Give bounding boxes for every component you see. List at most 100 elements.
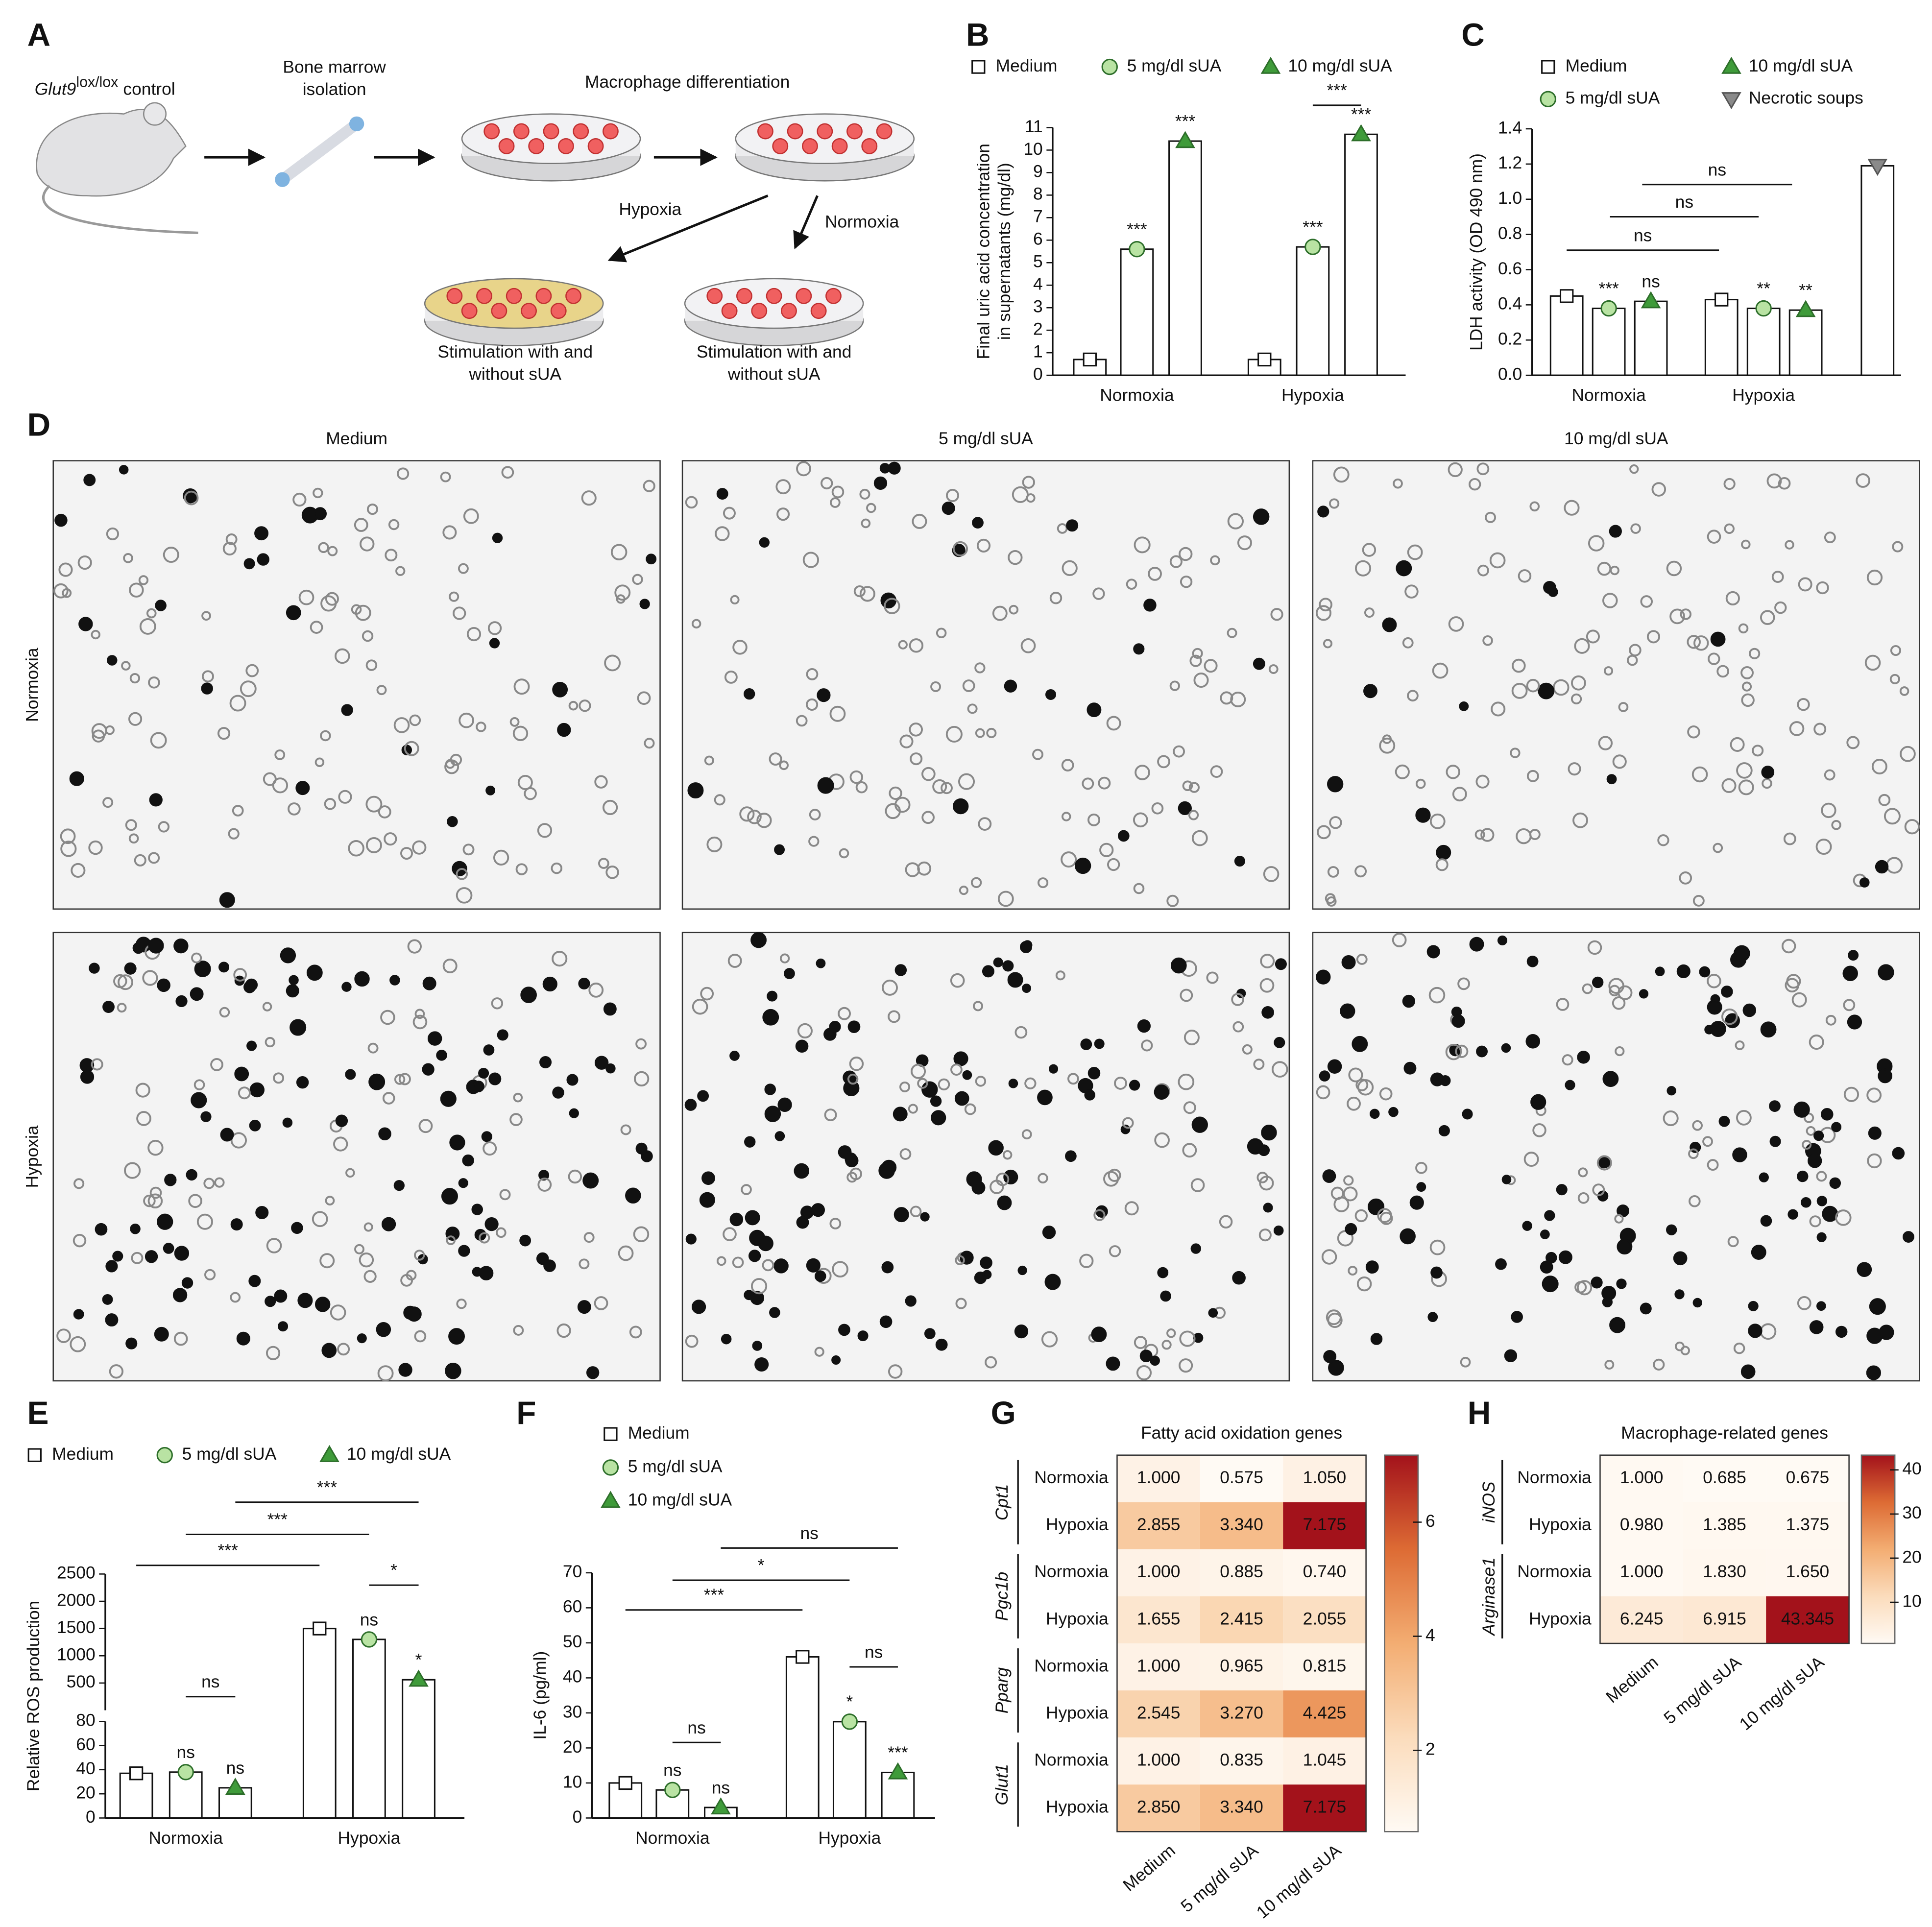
cell [1098, 776, 1111, 790]
cell [1713, 843, 1723, 853]
cell [1319, 598, 1332, 612]
cell [754, 1357, 769, 1372]
cell [1835, 1209, 1852, 1226]
micrograph [1312, 932, 1920, 1382]
cell [288, 802, 301, 816]
cell [1511, 682, 1528, 699]
significance-label: ns [1634, 226, 1652, 245]
cell [1448, 462, 1463, 477]
cell-icon [781, 303, 797, 319]
cell [254, 526, 269, 541]
cell [1789, 721, 1805, 736]
cell [325, 592, 339, 606]
cell [1327, 1059, 1342, 1074]
y-tick-label: 70 [563, 1562, 582, 1581]
cell [1878, 964, 1894, 981]
column-label: 5 mg/dl sUA [1660, 1653, 1745, 1728]
genotype-sup: lox/lox [76, 74, 118, 90]
cell [95, 1223, 108, 1236]
cell [360, 536, 375, 552]
cell [1103, 1171, 1119, 1187]
significance-label: ns [1675, 193, 1693, 212]
cell [750, 932, 767, 948]
cell [472, 1267, 482, 1277]
cell [967, 703, 978, 714]
cell [1640, 595, 1653, 608]
bar [1634, 300, 1668, 376]
cell [1791, 992, 1807, 1008]
cell [1692, 1120, 1703, 1131]
cell [975, 1076, 987, 1087]
cell [1045, 689, 1057, 700]
heatmap-cell [1283, 1455, 1366, 1502]
cell [77, 555, 92, 570]
cell [995, 1172, 1010, 1186]
row-label: Hypoxia [1046, 1515, 1109, 1534]
cell [1253, 657, 1265, 670]
cell [1396, 560, 1412, 577]
cell [697, 1090, 709, 1102]
legend-label: 5 mg/dl sUA [628, 1457, 723, 1476]
cell [1538, 682, 1555, 699]
cell-label: 2.415 [1220, 1609, 1263, 1628]
cell [1008, 1079, 1018, 1088]
y-tick-label: 0.0 [1498, 364, 1522, 384]
cell [1663, 1110, 1679, 1127]
cell [290, 1019, 307, 1036]
cell [175, 995, 188, 1008]
cell [456, 887, 473, 904]
cell [1355, 1078, 1369, 1091]
cell [1587, 940, 1602, 955]
legend-label: Medium [52, 1445, 114, 1464]
cell [618, 1245, 634, 1261]
cell [1227, 513, 1244, 530]
cell [129, 673, 141, 684]
legend-marker [156, 1447, 173, 1464]
legend-marker [1540, 91, 1556, 107]
cell [314, 507, 327, 521]
cell [249, 1119, 261, 1132]
cell-icon [766, 288, 782, 304]
cell [338, 790, 352, 804]
cell [920, 1212, 930, 1222]
cell [136, 1111, 151, 1126]
cell [905, 862, 920, 877]
cell [1829, 1177, 1841, 1189]
cell [1328, 1359, 1344, 1376]
cell [1733, 945, 1750, 962]
cell [1469, 937, 1484, 952]
diagram-label: Macrophage differentiation [585, 72, 790, 92]
cell [1049, 592, 1063, 604]
cell [1080, 1038, 1092, 1050]
cell [846, 1172, 858, 1183]
diagram-label: without sUA [468, 364, 561, 384]
cell [1586, 629, 1600, 644]
cell [449, 1134, 465, 1151]
y-tick-label: 50 [563, 1632, 582, 1651]
cell [1065, 1150, 1077, 1162]
legend-label: 10 mg/dl sUA [347, 1445, 451, 1464]
cell [752, 1341, 763, 1351]
cell [60, 841, 77, 857]
cell [594, 1056, 609, 1070]
cell [1451, 1014, 1465, 1028]
cell [930, 1095, 942, 1107]
cell [1675, 1341, 1685, 1351]
cell [1816, 1171, 1827, 1182]
cell [1354, 1209, 1368, 1223]
bar [1788, 309, 1823, 376]
cell-label: 4.425 [1303, 1703, 1347, 1722]
cell [1126, 578, 1137, 590]
cell [1317, 506, 1329, 518]
cell [1738, 623, 1749, 634]
cell [135, 1083, 150, 1098]
cell [148, 852, 160, 864]
cell [893, 1107, 908, 1122]
cell [1404, 584, 1419, 599]
y-tick-label: 30 [563, 1702, 582, 1721]
data-point [129, 1766, 144, 1781]
cell [313, 487, 323, 499]
cell-label: 0.965 [1220, 1656, 1263, 1675]
arrow [607, 194, 769, 263]
cell [1612, 996, 1626, 1010]
